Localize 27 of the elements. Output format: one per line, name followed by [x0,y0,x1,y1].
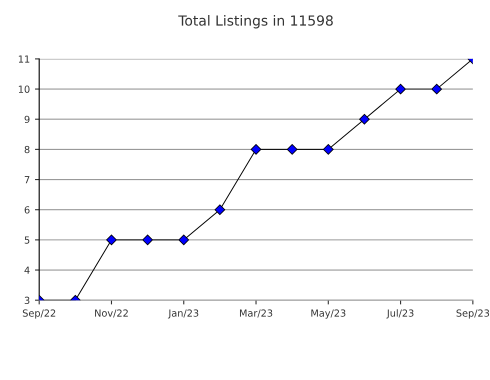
y-tick-label: 6 [24,206,30,214]
point [322,144,334,155]
point [106,234,117,246]
y-tick-label: 9 [24,116,30,124]
point [431,84,442,94]
y-tick-label: 5 [24,236,30,244]
y-tick-label: 3 [24,296,30,304]
chart-title: Total Listings in 11598 [178,15,333,28]
y-tick-label: 4 [24,266,30,274]
point [142,234,153,246]
point [214,204,226,216]
x-tick-label: Jul/23 [386,309,414,319]
x-tick-label: Mar/23 [240,309,272,318]
y-tick-label: 10 [18,86,30,93]
point [359,114,370,125]
x-tick-label: Jan/23 [168,309,198,319]
point [178,234,190,246]
y-tick-label: 7 [24,176,30,184]
y-tick-label: 11 [18,56,30,63]
x-tick-label: Sep/23 [456,309,490,319]
x-tick-label: Sep/22 [22,309,56,319]
x-tick-label: May/23 [311,309,346,319]
x-tick-label: Nov/22 [95,309,128,318]
y-tick-label: 8 [24,146,30,154]
point [395,84,406,94]
point [250,144,262,155]
point [286,144,298,155]
